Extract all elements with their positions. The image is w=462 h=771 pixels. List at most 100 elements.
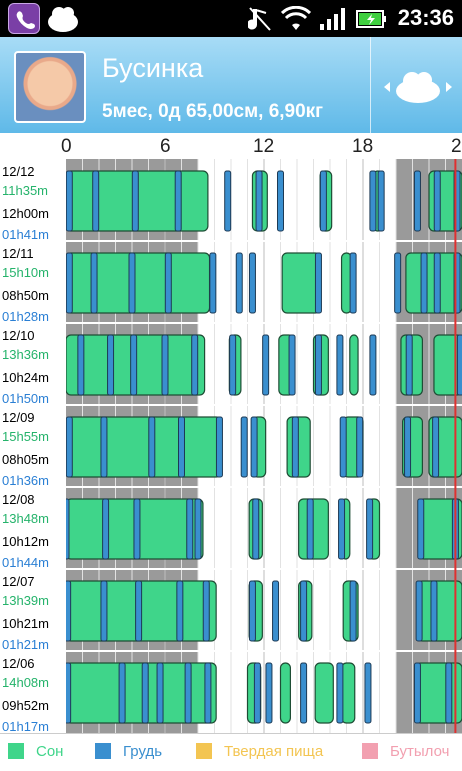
day-row[interactable]: 12/06 14h08m 09h52m 01h17m [0, 651, 462, 734]
day-feed-label: 01h36m [2, 473, 49, 488]
hour-tick-0: 0 [61, 136, 72, 157]
feed-mark [66, 416, 73, 478]
feed-mark [300, 580, 308, 642]
day-feed-label: 01h17m [2, 719, 49, 734]
day-sleep-label: 14h08m [2, 675, 49, 690]
app-icon [46, 4, 80, 39]
baby-info: 5мес, 0д 65,00см, 6,90кг [102, 101, 324, 122]
day-row[interactable]: 12/10 13h36m 10h24m 01h50m [0, 323, 462, 406]
day-feed-label: 01h28m [2, 309, 49, 324]
timeline-svg [66, 159, 462, 733]
sleep-block [340, 662, 356, 724]
day-awake-label: 08h50m [2, 288, 49, 303]
sleep-block [281, 252, 321, 314]
feed-mark [235, 252, 243, 314]
sleep-block [66, 662, 217, 724]
baby-avatar[interactable] [14, 51, 86, 123]
sleep-chart[interactable]: 12/12 11h35m 12h00m 01h41m 12/11 15h10m 08h50m… [0, 159, 462, 734]
feed-mark [161, 334, 169, 396]
feed-mark [413, 170, 421, 232]
feed-mark [366, 498, 374, 560]
feed-mark [186, 498, 194, 560]
feed-mark [215, 416, 223, 478]
feed-mark [314, 334, 322, 396]
day-row[interactable]: 12/09 15h55m 08h05m 01h36m [0, 405, 462, 488]
feed-mark [184, 662, 192, 724]
feed-mark [248, 580, 256, 642]
feed-mark [178, 416, 185, 478]
feed-mark [133, 498, 141, 560]
baby-name: Бусинка [102, 53, 204, 83]
day-sleep-label: 13h48m [2, 511, 49, 526]
day-date-label: 12/07 [2, 574, 35, 589]
feed-mark [300, 662, 308, 724]
day-feed-label: 01h44m [2, 555, 49, 570]
feed-mark [250, 416, 258, 478]
day-sleep-label: 15h55m [2, 429, 49, 444]
day-date-label: 12/08 [2, 492, 35, 507]
day-row[interactable]: 12/07 13h39m 10h21m 01h21m [0, 569, 462, 652]
day-date-label: 12/06 [2, 656, 35, 671]
profile-switcher[interactable] [378, 67, 458, 107]
feed-mark [92, 170, 100, 232]
feed-mark [369, 170, 377, 232]
day-awake-label: 09h52m [2, 698, 49, 713]
signal-icon [318, 6, 348, 37]
feed-mark [118, 662, 126, 724]
feed-mark [148, 416, 156, 478]
feed-mark [248, 252, 256, 314]
day-row[interactable]: 12/11 15h10m 08h50m 01h28m [0, 241, 462, 324]
legend-swatch-sleep [8, 743, 24, 759]
day-feed-label: 01h41m [2, 227, 49, 242]
day-feed-label: 01h21m [2, 637, 49, 652]
feed-mark [240, 416, 248, 478]
sleep-block [66, 416, 222, 478]
legend-swatch-solid [196, 743, 212, 759]
feed-mark [131, 170, 139, 232]
day-row[interactable]: 12/08 13h48m 10h12m 01h44m [0, 487, 462, 570]
feed-mark [102, 498, 110, 560]
feed-mark [128, 252, 136, 314]
day-feed-label: 01h50m [2, 391, 49, 406]
feed-mark [252, 498, 260, 560]
timeline-plot[interactable] [66, 159, 462, 733]
feed-mark [209, 252, 217, 314]
battery-icon [354, 6, 388, 37]
hour-tick-6: 6 [160, 136, 171, 157]
day-awake-label: 10h21m [2, 616, 49, 631]
feed-mark [191, 334, 199, 396]
day-awake-label: 10h12m [2, 534, 49, 549]
feed-mark [417, 498, 425, 560]
feed-mark [456, 334, 462, 396]
viber-icon [8, 3, 40, 34]
feed-mark [433, 170, 441, 232]
feed-mark [66, 252, 73, 314]
feed-mark [229, 334, 237, 396]
day-row[interactable]: 12/12 11h35m 12h00m 01h41m [0, 159, 462, 242]
feed-mark [405, 334, 413, 396]
day-sleep-label: 13h36m [2, 347, 49, 362]
day-sleep-label: 11h35m [2, 183, 49, 198]
feed-mark [377, 170, 385, 232]
sleep-block [349, 334, 359, 396]
feed-mark [107, 334, 115, 396]
clock: 23:36 [397, 5, 454, 30]
feed-mark [164, 252, 172, 314]
header-divider [370, 37, 371, 133]
feed-mark [204, 662, 212, 724]
sleep-block [66, 252, 211, 314]
feed-mark [430, 580, 438, 642]
feed-mark [141, 662, 149, 724]
feed-mark [394, 252, 402, 314]
feed-mark [288, 334, 296, 396]
music-mute-icon [247, 6, 272, 37]
day-sleep-label: 15h10m [2, 265, 49, 280]
day-date-label: 12/09 [2, 410, 35, 425]
legend-swatch-feed [95, 743, 111, 759]
wifi-icon [280, 5, 312, 37]
arrow-right-icon [446, 82, 452, 92]
profile-header: Бусинка 5мес, 0д 65,00см, 6,90кг [0, 37, 462, 133]
feed-mark [319, 170, 327, 232]
feed-mark [100, 580, 108, 642]
feed-mark [66, 662, 72, 724]
